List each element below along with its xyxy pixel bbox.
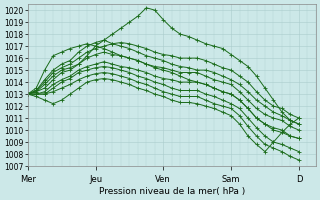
X-axis label: Pression niveau de la mer( hPa ): Pression niveau de la mer( hPa ) [99,187,245,196]
